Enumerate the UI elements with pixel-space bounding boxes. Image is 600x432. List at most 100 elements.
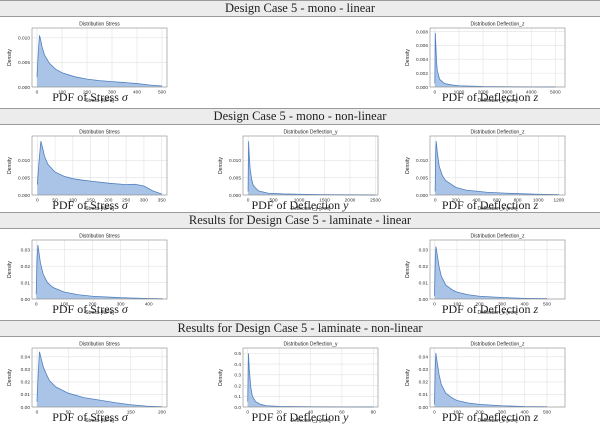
caption-text: PDF of Stress	[52, 302, 122, 316]
distribution-chart: 0.000 0.005 0.010 0 500 1000 1500 2000 2500 Distr…	[218, 130, 381, 213]
x-tick-label: 500	[270, 198, 278, 204]
x-tick-label: 500	[543, 302, 551, 308]
x-tick-label: 1200	[553, 198, 564, 204]
x-tick-label: 1000	[294, 198, 305, 204]
x-tick-label: 100	[58, 90, 66, 96]
density-area	[36, 244, 163, 299]
distribution-chart: 0.00 0.01 0.02 0.03 0 100 200 300 400 Distributio…	[7, 234, 168, 316]
x-tick-label: 1000	[454, 90, 465, 96]
x-tick-label: 1000	[533, 198, 544, 204]
caption-symbol: y	[343, 410, 349, 424]
x-axis-label: Deflection_y [mm]	[290, 418, 331, 424]
plot-frame	[31, 239, 168, 300]
x-tick-label: 0	[434, 198, 437, 204]
plot-area	[243, 136, 378, 195]
caption-symbol: z	[533, 302, 539, 316]
x-tick-label: 0	[246, 410, 249, 416]
density-line	[434, 141, 559, 196]
y-tick-label: 0.0	[234, 405, 241, 411]
x-tick-label: 600	[493, 198, 501, 204]
y-tick-label: 0.5	[234, 351, 241, 357]
y-tick-label: 0.02	[419, 264, 429, 270]
distribution-chart: 0.000 0.005 0.010 0 200 400 600 800 1000 1200 Dist…	[405, 130, 566, 212]
x-tick-label: 200	[452, 198, 460, 204]
y-tick-label: 0.005	[229, 175, 241, 181]
x-axis-label: Stress [MPa]	[85, 206, 114, 212]
x-tick-label: 2500	[370, 198, 381, 204]
y-axis-label: Density	[7, 49, 13, 66]
x-tick-label: 50	[66, 410, 72, 416]
x-tick-label: 2000	[345, 198, 356, 204]
density-line	[36, 35, 163, 87]
x-tick-label: 40	[308, 410, 314, 416]
chart-title: Distribution Deflection_z	[471, 130, 525, 136]
x-tick-label: 400	[472, 198, 480, 204]
x-tick-label: 1500	[319, 198, 330, 204]
y-axis-label: Density	[405, 157, 411, 174]
y-tick-label: 0.4	[234, 362, 241, 368]
y-axis-label: Density	[7, 369, 13, 386]
caption-symbol: σ	[121, 198, 128, 212]
x-tick-label: 100	[95, 410, 103, 416]
chart-title: Distribution Stress	[79, 342, 120, 348]
density-line	[247, 141, 376, 196]
x-axis-label: Deflection_z [mm]	[477, 418, 518, 424]
chart-title: Distribution Deflection_y	[284, 130, 338, 136]
x-tick-label: 20	[276, 410, 282, 416]
distribution-chart: 0.0 0.1 0.2 0.3 0.4 0.5 0 20 40 60 80 Distribution …	[218, 342, 379, 424]
caption-symbol: z	[533, 410, 539, 424]
section-header: Design Case 5 - mono - non-linear	[0, 108, 600, 125]
y-tick-label: 0.000	[416, 85, 428, 91]
x-tick-label: 100	[453, 302, 461, 308]
panel-caption: PDF of Deflection z	[400, 302, 580, 317]
chart-title: Distribution Deflection_z	[471, 342, 525, 348]
caption-symbol: z	[533, 198, 539, 212]
y-tick-label: 0.03	[419, 248, 429, 254]
section-header: Results for Design Case 5 - laminate - n…	[0, 320, 600, 337]
x-tick-label: 300	[498, 410, 506, 416]
y-tick-label: 0.000	[416, 193, 428, 199]
x-tick-label: 0	[36, 410, 39, 416]
y-tick-label: 0.02	[419, 380, 429, 386]
x-tick-label: 300	[498, 302, 506, 308]
x-axis-label: Deflection_z [mm]	[477, 98, 518, 104]
x-axis-label: Deflection_y [mm]	[290, 206, 331, 212]
y-tick-label: 0.008	[416, 29, 428, 35]
x-tick-label: 200	[83, 90, 91, 96]
x-tick-label: 100	[69, 198, 77, 204]
plot-frame	[242, 347, 379, 408]
panel-caption: PDF of Stress σ	[0, 90, 180, 105]
x-tick-label: 0	[247, 198, 250, 204]
density-area	[37, 35, 162, 87]
y-tick-label: 0.005	[18, 175, 30, 181]
y-tick-label: 0.02	[21, 264, 31, 270]
x-tick-label: 300	[117, 302, 125, 308]
x-axis-label: Stress [MPa]	[85, 418, 114, 424]
x-tick-label: 400	[520, 302, 528, 308]
x-tick-label: 60	[339, 410, 345, 416]
x-tick-label: 100	[453, 410, 461, 416]
plot-frame	[429, 347, 566, 408]
y-axis-label: Density	[405, 49, 411, 66]
y-tick-label: 0.01	[21, 280, 31, 286]
panel-caption: PDF of Stress σ	[0, 410, 180, 425]
y-tick-label: 0.3	[234, 373, 241, 379]
caption-text: PDF of Deflection	[441, 198, 534, 212]
y-tick-label: 0.010	[18, 158, 30, 164]
density-area	[37, 141, 162, 195]
panel-caption: PDF of Deflection z	[400, 90, 580, 105]
panel-caption: PDF of Deflection z	[400, 198, 580, 213]
distribution-chart: 0.000 0.005 0.010 0 50 100 150 200 250 300 350 Dist…	[7, 130, 168, 212]
x-tick-label: 4000	[526, 90, 537, 96]
x-tick-label: 50	[52, 198, 58, 204]
x-tick-label: 800	[514, 198, 522, 204]
density-line	[434, 352, 548, 408]
plot-frame	[429, 27, 566, 88]
y-axis-label: Density	[218, 369, 224, 386]
caption-symbol: z	[533, 90, 539, 104]
y-axis-label: Density	[7, 157, 13, 174]
y-axis-label: Density	[218, 157, 224, 174]
caption-symbol: y	[343, 198, 349, 212]
plot-frame	[31, 27, 168, 88]
